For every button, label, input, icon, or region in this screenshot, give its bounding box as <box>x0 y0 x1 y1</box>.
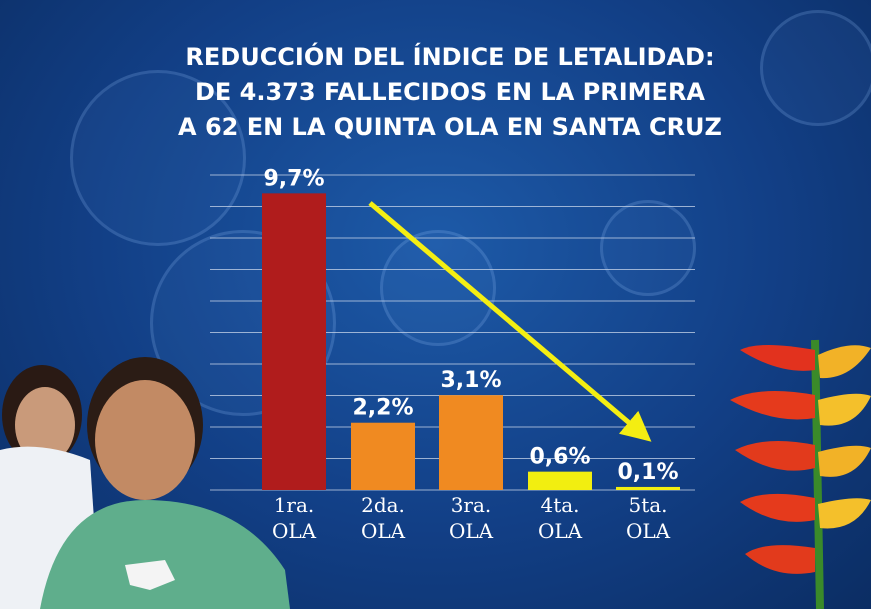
heliconia-flower <box>730 339 871 609</box>
category-label-5: 5ta. <box>628 493 667 517</box>
bar-2 <box>351 422 415 490</box>
bars <box>262 193 680 490</box>
value-label-5: 0,1% <box>617 460 678 485</box>
category-label-2: 2da. <box>361 493 405 517</box>
bar-1 <box>262 193 326 490</box>
category-label-2: OLA <box>361 519 406 543</box>
value-labels: 9,7% 2,2% 3,1% 0,6% 0,1% <box>263 166 678 485</box>
title-line: DE 4.373 FALLECIDOS EN LA PRIMERA <box>194 78 706 106</box>
value-label-3: 3,1% <box>440 368 501 393</box>
virus-illustration <box>600 200 696 296</box>
title-line: A 62 EN LA QUINTA OLA EN SANTA CRUZ <box>178 113 722 141</box>
category-label-4: 4ta. <box>540 493 579 517</box>
category-label-1: OLA <box>272 519 317 543</box>
title-line: REDUCCIÓN DEL ÍNDICE DE LETALIDAD: <box>185 43 715 71</box>
category-label-5: OLA <box>626 519 671 543</box>
category-label-3: 3ra. <box>451 493 492 517</box>
value-label-1: 9,7% <box>263 166 324 191</box>
bar-4 <box>528 471 592 490</box>
children-photo <box>0 357 290 609</box>
bar-3 <box>439 395 503 490</box>
trend-arrow <box>368 201 652 442</box>
virus-illustration <box>70 70 246 246</box>
bar-5 <box>616 486 680 490</box>
category-label-3: OLA <box>449 519 494 543</box>
virus-illustration <box>380 230 496 346</box>
category-label-1: 1ra. <box>274 493 315 517</box>
virus-illustration <box>760 10 871 126</box>
category-label-4: OLA <box>538 519 583 543</box>
chart-title: REDUCCIÓN DEL ÍNDICE DE LETALIDAD: DE 4.… <box>150 40 750 145</box>
value-label-2: 2,2% <box>352 396 413 421</box>
value-label-4: 0,6% <box>529 445 590 470</box>
